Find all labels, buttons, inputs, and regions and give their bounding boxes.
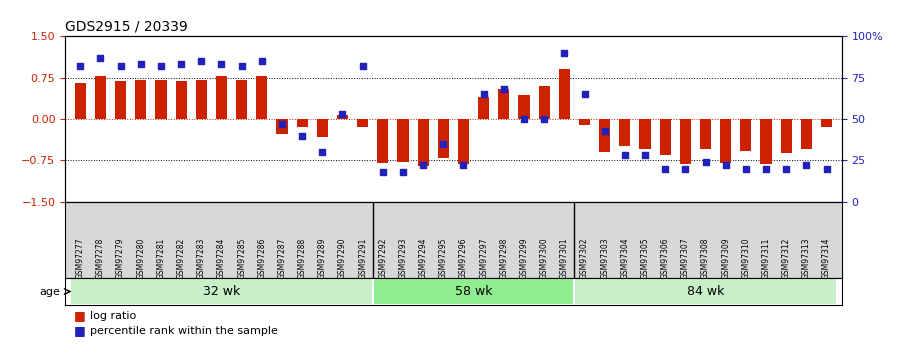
- Bar: [337, 115, 348, 119]
- Bar: [75, 83, 86, 119]
- Text: ■: ■: [74, 324, 86, 337]
- Bar: [499, 89, 510, 119]
- Point: [456, 162, 471, 168]
- Bar: [660, 119, 671, 155]
- Point: [719, 162, 733, 168]
- Text: log ratio: log ratio: [90, 311, 137, 321]
- Point: [819, 166, 834, 171]
- Point: [557, 50, 572, 56]
- Point: [699, 159, 713, 165]
- Bar: [640, 119, 651, 149]
- Bar: [115, 81, 126, 119]
- Point: [738, 166, 753, 171]
- Bar: [256, 76, 267, 119]
- Bar: [195, 80, 207, 119]
- Point: [234, 63, 249, 69]
- Bar: [236, 80, 247, 119]
- Point: [395, 169, 410, 175]
- Bar: [458, 119, 469, 164]
- Point: [497, 87, 511, 92]
- Bar: [760, 119, 772, 164]
- Text: 58 wk: 58 wk: [455, 285, 492, 298]
- Bar: [373, 278, 575, 305]
- Bar: [519, 95, 529, 119]
- Point: [113, 63, 128, 69]
- Text: 84 wk: 84 wk: [687, 285, 724, 298]
- Bar: [619, 119, 631, 146]
- Bar: [740, 119, 751, 151]
- Bar: [357, 119, 368, 127]
- Point: [617, 153, 632, 158]
- Point: [93, 55, 108, 60]
- Bar: [176, 81, 186, 119]
- Bar: [156, 80, 167, 119]
- Bar: [579, 119, 590, 125]
- Text: GDS2915 / 20339: GDS2915 / 20339: [65, 20, 188, 34]
- Point: [476, 91, 491, 97]
- Bar: [801, 119, 812, 149]
- Point: [194, 58, 208, 64]
- Bar: [781, 119, 792, 153]
- Point: [537, 116, 551, 122]
- Point: [254, 58, 269, 64]
- Point: [678, 166, 692, 171]
- Bar: [558, 69, 570, 119]
- Bar: [599, 119, 610, 152]
- Bar: [317, 119, 328, 137]
- Bar: [397, 119, 408, 162]
- Bar: [297, 119, 308, 127]
- Bar: [377, 119, 388, 163]
- Point: [758, 166, 773, 171]
- Point: [73, 63, 88, 69]
- Point: [597, 128, 612, 134]
- Point: [658, 166, 672, 171]
- Bar: [216, 76, 227, 119]
- Bar: [135, 80, 147, 119]
- Bar: [438, 119, 449, 158]
- Point: [416, 162, 431, 168]
- Bar: [538, 86, 549, 119]
- Bar: [95, 76, 106, 119]
- Point: [779, 166, 794, 171]
- Text: percentile rank within the sample: percentile rank within the sample: [90, 326, 279, 335]
- Text: ■: ■: [74, 309, 86, 322]
- Point: [134, 62, 148, 67]
- Point: [799, 162, 814, 168]
- Point: [517, 116, 531, 122]
- Point: [376, 169, 390, 175]
- Point: [174, 62, 188, 67]
- Bar: [478, 97, 490, 119]
- Point: [436, 141, 451, 147]
- Point: [315, 149, 329, 155]
- Text: 32 wk: 32 wk: [203, 285, 240, 298]
- Bar: [680, 119, 691, 164]
- Bar: [71, 278, 373, 305]
- Bar: [821, 119, 832, 127]
- Bar: [720, 119, 731, 163]
- Bar: [417, 119, 429, 166]
- Point: [638, 153, 653, 158]
- Point: [335, 111, 349, 117]
- Bar: [700, 119, 711, 149]
- Text: age: age: [40, 287, 61, 296]
- Point: [577, 91, 592, 97]
- Bar: [276, 119, 288, 135]
- Point: [295, 133, 310, 138]
- Bar: [575, 278, 836, 305]
- Point: [356, 63, 370, 69]
- Point: [275, 121, 290, 127]
- Point: [154, 63, 168, 69]
- Point: [214, 62, 229, 67]
